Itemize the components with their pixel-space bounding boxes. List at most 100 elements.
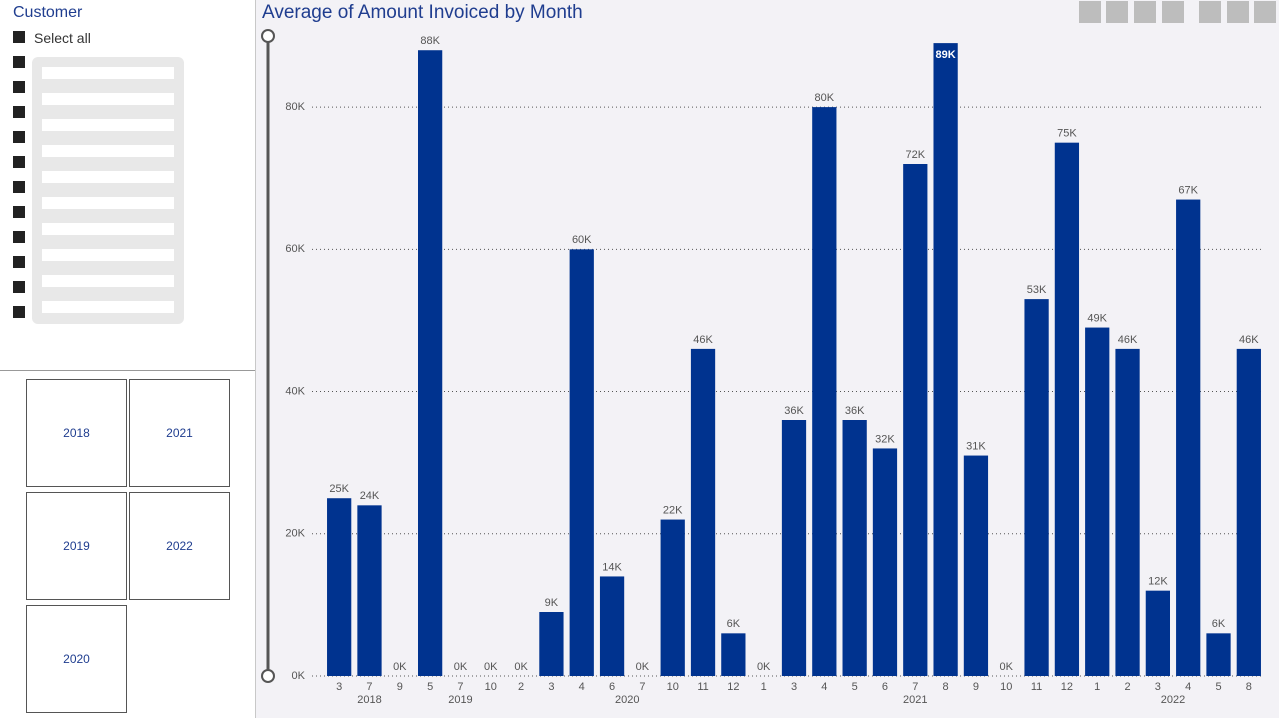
checkbox[interactable] <box>13 231 25 243</box>
x-tick-label: 4 <box>579 681 585 693</box>
slicer-panel: Customer Select all 2018 2019 2020 2021 2022 <box>0 0 256 718</box>
x-tick-label: 11 <box>1031 681 1042 693</box>
select-all[interactable]: Select all <box>34 30 91 46</box>
expand-all[interactable] <box>1134 1 1156 23</box>
bar <box>357 505 382 676</box>
y-tick-label: 0K <box>292 670 306 682</box>
checkbox[interactable] <box>13 106 25 118</box>
checkbox[interactable] <box>13 306 25 318</box>
data-label: 75K <box>1057 128 1077 140</box>
data-label: 88K <box>420 35 440 47</box>
year-tile[interactable]: 2022 <box>129 492 230 600</box>
x-tick-label: 7 <box>366 681 372 693</box>
x-tick-label: 7 <box>457 681 463 693</box>
x-group-label: 2018 <box>357 694 381 706</box>
bar <box>721 633 746 676</box>
x-tick-label: 9 <box>973 681 979 693</box>
data-label: 46K <box>1118 334 1138 346</box>
bar <box>327 498 352 676</box>
bar <box>539 612 564 676</box>
checkbox[interactable] <box>13 31 25 43</box>
drill-up[interactable] <box>1079 1 1101 23</box>
checkbox[interactable] <box>13 156 25 168</box>
x-tick-label: 8 <box>1246 681 1252 693</box>
x-tick-label: 1 <box>761 681 767 693</box>
bar <box>781 420 807 676</box>
bar <box>569 249 594 677</box>
slicer-title: Customer <box>13 4 83 21</box>
bar <box>903 164 928 676</box>
year-tile[interactable]: 2021 <box>129 379 230 487</box>
year-tile[interactable]: 2019 <box>26 492 127 600</box>
data-label: 0K <box>393 661 407 673</box>
toolbar <box>1079 1 1276 23</box>
x-tick-label: 10 <box>1000 681 1012 693</box>
bar <box>1054 142 1080 676</box>
x-tick-label: 6 <box>882 681 888 693</box>
data-label: 72K <box>906 149 926 161</box>
checkbox[interactable] <box>13 56 25 68</box>
data-label: 22K <box>663 504 683 516</box>
expand-hierarchy[interactable] <box>1162 1 1184 23</box>
data-label: 36K <box>784 405 804 417</box>
x-tick-label: 2 <box>1124 681 1130 693</box>
bar <box>690 348 716 676</box>
data-label: 53K <box>1027 284 1047 296</box>
data-label: 9K <box>545 597 559 609</box>
data-label: 0K <box>454 661 468 673</box>
x-tick-label: 6 <box>609 681 615 693</box>
x-tick-label: 8 <box>943 681 949 693</box>
data-label: 25K <box>329 483 349 495</box>
y-tick-label: 80K <box>285 101 305 113</box>
checkbox[interactable] <box>13 181 25 193</box>
y-tick-label: 40K <box>285 385 305 397</box>
y-tick-label: 60K <box>285 243 305 255</box>
filter[interactable] <box>1199 1 1221 23</box>
data-label: 6K <box>1212 618 1226 630</box>
data-label: 6K <box>727 618 741 630</box>
x-tick-label: 3 <box>336 681 342 693</box>
data-label: 0K <box>514 661 528 673</box>
bar <box>1236 348 1261 676</box>
data-label: 46K <box>1239 334 1259 346</box>
focus-mode[interactable] <box>1227 1 1249 23</box>
more-options[interactable] <box>1254 1 1276 23</box>
data-label: 80K <box>815 92 835 104</box>
x-tick-label: 10 <box>667 681 679 693</box>
y-tick-label: 20K <box>285 528 305 540</box>
divider <box>0 370 255 371</box>
bar <box>1176 199 1201 677</box>
x-group-label: 2020 <box>615 694 639 706</box>
year-tile[interactable]: 2020 <box>26 605 127 713</box>
checkbox[interactable] <box>13 81 25 93</box>
x-tick-label: 3 <box>548 681 554 693</box>
x-tick-label: 12 <box>1061 681 1073 693</box>
data-label: 32K <box>875 433 895 445</box>
x-group-label: 2022 <box>1161 694 1185 706</box>
year-tile[interactable]: 2018 <box>26 379 127 487</box>
bar <box>660 519 685 676</box>
chart-title: Average of Amount Invoiced by Month <box>262 2 583 23</box>
checkbox[interactable] <box>13 206 25 218</box>
x-tick-label: 3 <box>791 681 797 693</box>
bar <box>1206 633 1231 676</box>
range-slider[interactable] <box>261 29 275 683</box>
data-label: 0K <box>757 661 771 673</box>
x-tick-label: 10 <box>485 681 497 693</box>
data-label: 31K <box>966 440 986 452</box>
x-tick-label: 2 <box>518 681 524 693</box>
bar <box>842 420 867 676</box>
checkbox[interactable] <box>13 131 25 143</box>
x-tick-label: 5 <box>427 681 433 693</box>
checkbox[interactable] <box>13 256 25 268</box>
drill-down[interactable] <box>1106 1 1128 23</box>
bar <box>1115 348 1140 676</box>
data-label: 12K <box>1148 576 1168 588</box>
bar <box>418 50 443 676</box>
data-label: 14K <box>602 561 622 573</box>
checkbox[interactable] <box>13 281 25 293</box>
bar <box>599 576 625 676</box>
data-label: 67K <box>1178 184 1198 196</box>
